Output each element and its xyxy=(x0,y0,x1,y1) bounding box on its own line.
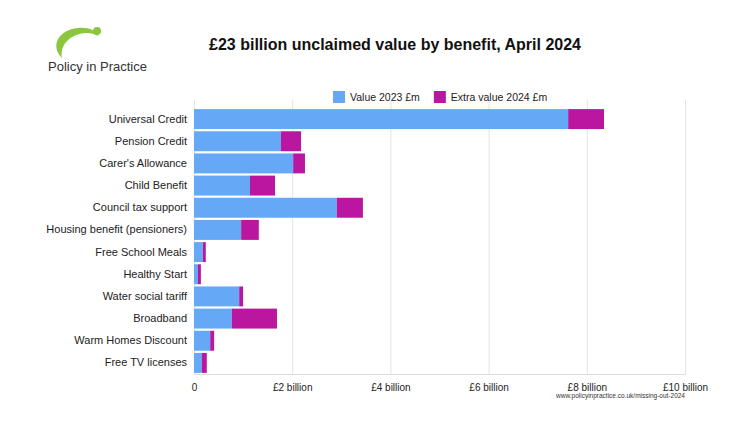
category-label: Universal Credit xyxy=(109,113,187,125)
x-tick: £4 billion xyxy=(371,100,410,393)
x-tick-label: £10 billion xyxy=(663,382,708,393)
y-tick: Pension Credit xyxy=(115,135,194,147)
bar xyxy=(198,264,201,284)
legend-swatch xyxy=(333,91,345,103)
grid-line xyxy=(489,100,490,374)
grid-line xyxy=(390,100,391,374)
category-label: Pension Credit xyxy=(115,135,187,147)
bar xyxy=(194,131,281,151)
category-label: Child Benefit xyxy=(125,179,187,191)
y-tick: Carer's Allowance xyxy=(99,157,194,169)
y-tick: Free TV licenses xyxy=(105,356,194,368)
source: www.policyinpractice.co.uk/missing-out-2… xyxy=(555,392,685,400)
legend-label: Extra value 2024 £m xyxy=(451,91,548,103)
category-label: Carer's Allowance xyxy=(99,157,187,169)
x-tick: £8 billion xyxy=(568,100,607,393)
y-tick: Free School Meals xyxy=(95,246,194,258)
bar xyxy=(241,220,259,240)
y-tick: Housing benefit (pensioners) xyxy=(46,223,194,235)
y-tick: Universal Credit xyxy=(109,113,194,125)
bar xyxy=(239,286,243,306)
y-axis: Universal Credit Pension Credit Carer's Al… xyxy=(46,113,194,369)
x-tick-label: 0 xyxy=(192,382,198,393)
category-label: Water social tariff xyxy=(103,290,188,302)
bar xyxy=(194,331,210,351)
bar xyxy=(293,153,305,173)
logo-dot xyxy=(93,27,101,35)
bar xyxy=(281,131,301,151)
bar xyxy=(194,242,203,262)
x-tick: £10 billion xyxy=(663,100,708,393)
bar xyxy=(194,264,198,284)
bar xyxy=(194,309,232,329)
bar xyxy=(337,198,363,218)
y-tick: Child Benefit xyxy=(125,179,194,191)
bar xyxy=(202,353,207,373)
category-label: Broadband xyxy=(133,312,187,324)
logo-swoosh xyxy=(56,28,98,58)
x-tick: £6 billion xyxy=(469,100,508,393)
bar xyxy=(568,109,604,129)
series-1 xyxy=(198,109,604,373)
bar xyxy=(194,220,241,240)
logo xyxy=(56,27,101,58)
x-axis-line xyxy=(195,100,686,375)
category-label: Housing benefit (pensioners) xyxy=(46,223,187,235)
x-axis: 0 £2 billion £4 billion £6 billion £8 billio… xyxy=(192,100,708,393)
y-tick: Broadband xyxy=(133,312,194,324)
bar xyxy=(203,242,206,262)
category-label: Warm Homes Discount xyxy=(74,334,187,346)
legend-swatch xyxy=(434,91,446,103)
x-tick-label: £4 billion xyxy=(371,382,410,393)
x-tick-label: £2 billion xyxy=(273,382,312,393)
x-tick-label: £6 billion xyxy=(469,382,508,393)
legend-label: Value 2023 £m xyxy=(350,91,420,103)
title: £23 billion unclaimed value by benefit, … xyxy=(209,36,581,53)
category-label: Healthy Start xyxy=(123,268,187,280)
bar xyxy=(194,198,337,218)
bar xyxy=(250,176,275,196)
bar xyxy=(194,286,239,306)
series-0 xyxy=(194,109,568,373)
y-tick: Water social tariff xyxy=(103,290,194,302)
legend: Value 2023 £m Extra value 2024 £m xyxy=(333,91,547,103)
bar xyxy=(210,331,214,351)
bar xyxy=(232,309,277,329)
category-label: Free School Meals xyxy=(95,246,187,258)
y-tick: Warm Homes Discount xyxy=(74,334,194,346)
y-tick: Healthy Start xyxy=(123,268,194,280)
grid-line xyxy=(587,100,588,374)
category-label: Free TV licenses xyxy=(105,356,188,368)
grid-line xyxy=(685,100,686,374)
bar xyxy=(194,109,568,129)
x-tick-label: £8 billion xyxy=(568,382,607,393)
y-tick: Council tax support xyxy=(93,201,194,213)
chart: Policy in Practice www.policyinpractice.c… xyxy=(0,0,750,422)
bars xyxy=(194,109,604,373)
category-label: Council tax support xyxy=(93,201,187,213)
bar xyxy=(194,176,250,196)
bar xyxy=(194,353,202,373)
logo-text: Policy in Practice xyxy=(48,59,147,74)
bar xyxy=(194,153,293,173)
